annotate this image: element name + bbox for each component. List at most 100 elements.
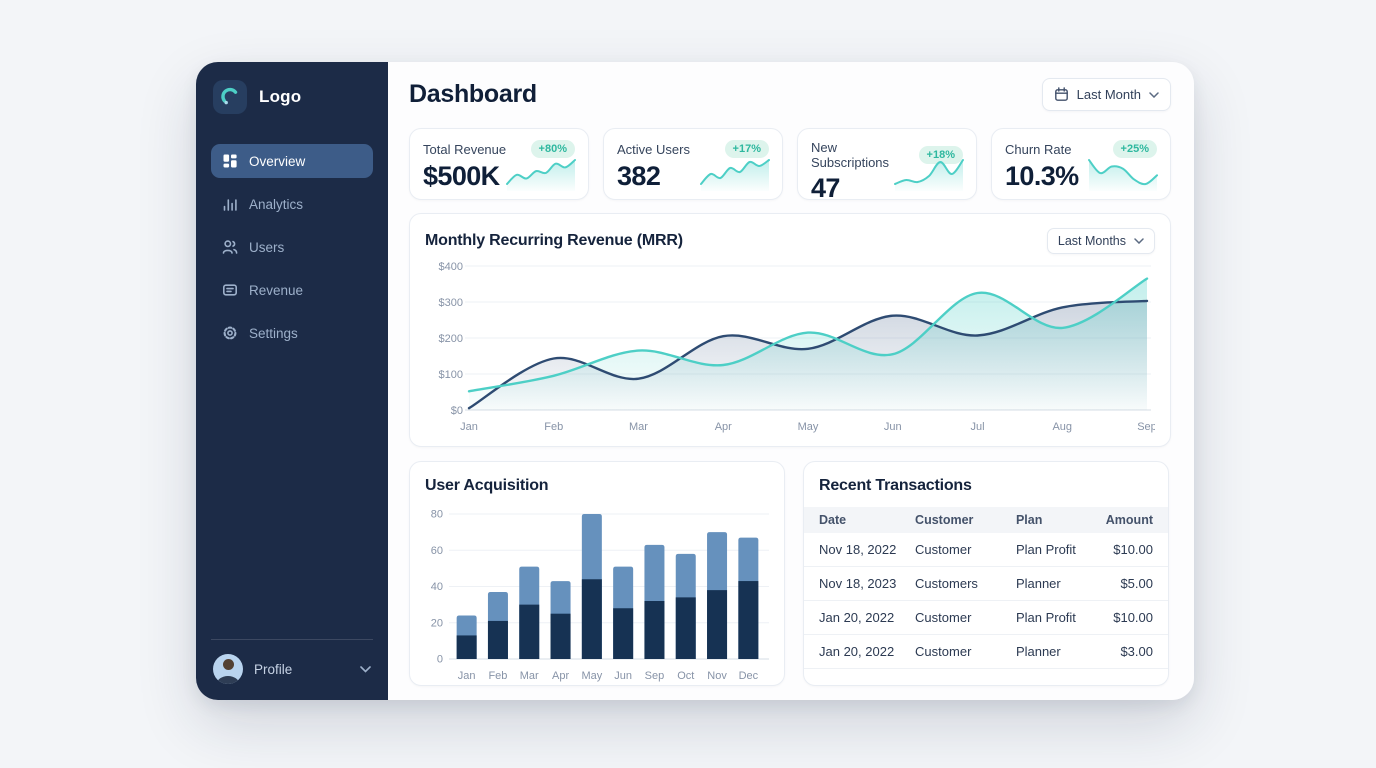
period-selector-label: Last Month	[1076, 87, 1141, 102]
column-header-customer: Customer	[915, 507, 1016, 533]
cell-amount: $5.00	[1105, 566, 1168, 601]
trend-badge: +25%	[1112, 140, 1157, 158]
sparkline	[506, 159, 576, 191]
cell-date: Jan 20, 2022	[804, 600, 916, 635]
trend-badge: +80%	[530, 140, 575, 158]
stat-card-churn-rate: Churn Rate +25% 10.3%	[991, 128, 1171, 200]
svg-text:$300: $300	[439, 297, 463, 309]
stat-value: $500K	[423, 161, 500, 191]
trend-badge: +17%	[724, 140, 769, 158]
calendar-icon	[1054, 87, 1068, 101]
mrr-title: Monthly Recurring Revenue (MRR)	[425, 232, 683, 249]
cell-date: Nov 18, 2023	[804, 566, 916, 601]
svg-text:0: 0	[437, 654, 443, 666]
cell-amount: $3.00	[1105, 634, 1168, 669]
column-header-plan: Plan	[1015, 507, 1106, 533]
cell-amount: $10.00	[1105, 600, 1168, 635]
stat-value: 382	[617, 161, 661, 191]
svg-text:$0: $0	[451, 405, 463, 417]
svg-text:Jan: Jan	[460, 421, 478, 433]
gear-icon	[222, 325, 238, 341]
column-header-amount: Amount	[1105, 507, 1168, 533]
svg-text:Sep: Sep	[645, 670, 665, 682]
trend-badge: +18%	[918, 146, 963, 164]
svg-text:Jul: Jul	[970, 421, 984, 433]
svg-text:Jun: Jun	[884, 421, 902, 433]
svg-text:Apr: Apr	[715, 421, 732, 433]
svg-text:Dec: Dec	[739, 670, 759, 682]
users-icon	[222, 239, 238, 255]
stat-label: Active Users	[617, 141, 690, 157]
svg-text:Feb: Feb	[488, 670, 507, 682]
sidebar-item-label: Users	[249, 239, 285, 255]
svg-text:60: 60	[431, 545, 443, 557]
stats-row: Total Revenue +80% $500K Active Users +1…	[409, 128, 1171, 203]
svg-text:Apr: Apr	[552, 670, 569, 682]
cell-customer: Customer	[915, 600, 1016, 635]
sidebar: Logo Overview	[196, 62, 388, 700]
divider	[211, 639, 373, 640]
mrr-period-label: Last Months	[1057, 234, 1126, 248]
period-selector-button[interactable]: Last Month	[1041, 78, 1171, 111]
svg-text:$200: $200	[439, 333, 463, 345]
main-header: Dashboard Last Month	[409, 78, 1171, 111]
cell-customer: Customers	[915, 566, 1016, 601]
sparkline	[700, 159, 770, 191]
svg-text:40: 40	[431, 581, 443, 593]
mrr-chart: $0 $100 $200 $300 $400 Jan Feb Mar Apr May Jun Jul A…	[439, 261, 1157, 433]
transactions-title: Recent Transactions	[819, 477, 972, 494]
sidebar-item-label: Analytics	[249, 196, 304, 212]
stat-value: 47	[811, 173, 840, 203]
mrr-card: Monthly Recurring Revenue (MRR) Last Mon…	[409, 213, 1171, 447]
stat-card-new-subscriptions: New Subscriptions +18% 47	[797, 128, 977, 203]
sparkline	[1088, 159, 1158, 191]
sidebar-item-settings[interactable]: Settings	[211, 316, 373, 350]
grid-icon	[222, 153, 238, 169]
bar-chart-icon	[222, 196, 238, 212]
chevron-down-icon	[1134, 238, 1144, 244]
cell-plan: Plan Profit	[1015, 600, 1106, 635]
table-row: Nov 18, 2023 Customers Planner $5.00	[804, 566, 1168, 601]
table-row: Jan 20, 2022 Customer Planner $3.00	[804, 634, 1168, 669]
main-content: Dashboard Last Month Total Revenue +80%	[388, 62, 1194, 700]
sidebar-footer: Profile	[211, 639, 373, 684]
chevron-down-icon	[360, 665, 371, 673]
stat-value: 10.3%	[1005, 161, 1079, 191]
svg-text:Jun: Jun	[614, 670, 632, 682]
chevron-down-icon	[1149, 91, 1159, 98]
svg-text:Mar: Mar	[520, 670, 539, 682]
sidebar-item-users[interactable]: Users	[211, 230, 373, 264]
page-title: Dashboard	[409, 80, 537, 108]
wallet-icon	[222, 282, 238, 298]
svg-text:Oct: Oct	[677, 670, 694, 682]
stat-label: Total Revenue	[423, 141, 507, 157]
transactions-table: Date Customer Plan Amount Nov 18, 2022 C…	[804, 507, 1168, 669]
svg-text:Sep: Sep	[1137, 421, 1155, 433]
sidebar-item-overview[interactable]: Overview	[211, 144, 373, 178]
avatar	[213, 654, 243, 684]
svg-text:20: 20	[431, 617, 443, 629]
mrr-period-selector[interactable]: Last Months	[1046, 228, 1155, 254]
stat-label: Churn Rate	[1005, 141, 1072, 157]
cell-customer: Customer	[915, 634, 1016, 669]
cell-plan: Planner	[1015, 634, 1106, 669]
logo-label: Logo	[259, 87, 302, 106]
arc-logo-icon	[213, 80, 247, 114]
transactions-card: Recent Transactions Date Customer Plan A…	[803, 461, 1169, 686]
table-row: Nov 18, 2022 Customer Plan Profit $10.00	[804, 533, 1168, 567]
cell-plan: Planner	[1015, 566, 1106, 601]
sparkline	[894, 159, 964, 191]
sidebar-item-revenue[interactable]: Revenue	[211, 273, 373, 307]
user-acquisition-card: User Acquisition 0 20 40 60 80 Jan Feb Mar Apr Ma…	[409, 461, 785, 686]
column-header-date: Date	[804, 507, 916, 533]
sidebar-item-label: Revenue	[249, 282, 304, 298]
sidebar-item-analytics[interactable]: Analytics	[211, 187, 373, 221]
profile-menu[interactable]: Profile	[211, 654, 373, 684]
svg-text:$400: $400	[439, 261, 463, 273]
sidebar-nav: Overview Analytics	[211, 144, 373, 350]
user-acquisition-title: User Acquisition	[425, 477, 549, 494]
svg-text:May: May	[798, 421, 819, 433]
logo: Logo	[211, 78, 373, 114]
svg-text:Mar: Mar	[629, 421, 648, 433]
stat-card-active-users: Active Users +17% 382	[603, 128, 783, 200]
